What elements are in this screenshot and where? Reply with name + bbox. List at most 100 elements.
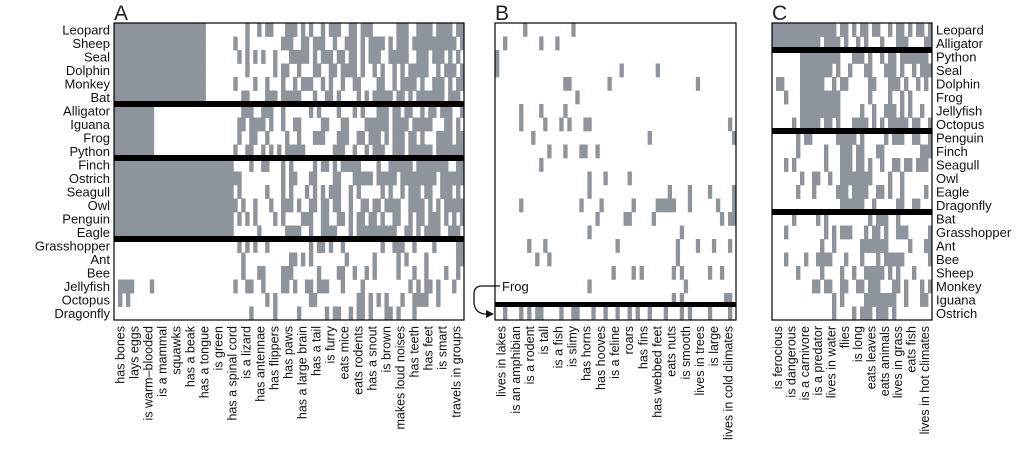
panel-a-cell-sheep: [193, 36, 198, 51]
panel-a-cell-dolphin: [448, 63, 453, 78]
panel-a-cell-ostrich: [289, 171, 294, 186]
panel-b-cell: [519, 117, 524, 132]
panel-a-cell-finch: [320, 158, 326, 172]
panel-a-cell-sheep: [245, 36, 250, 51]
panel-a-cell-python: [440, 144, 445, 159]
panel-b-col-label-lives-in-cold-climates: lives in cold climates: [721, 326, 735, 440]
panel-a-cell-monkey: [380, 77, 385, 91]
panel-a-cell-octopus: [376, 293, 381, 307]
panel-a-cell-ostrich: [400, 171, 405, 186]
panel-a-cell-ant: [308, 252, 314, 267]
panel-c-cell-grasshopper: [784, 225, 789, 240]
panel-a-cell-leopard: [161, 23, 167, 37]
panel-c-cell-octopus: [880, 117, 885, 132]
panel-a-cell-frog: [265, 131, 270, 145]
panel-a-cell-monkey: [197, 77, 202, 91]
panel-a-cell-finch: [400, 158, 405, 172]
panel-a-cell-eagle: [257, 225, 262, 240]
panel-a-cell-ostrich: [460, 171, 465, 186]
panel-c-cell-leopard: [792, 23, 797, 37]
panel-a-cell-eagle: [217, 225, 222, 240]
panel-a-cell-finch: [249, 158, 254, 172]
panel-c-cell-eagle: [836, 185, 841, 199]
panel-b-cell: [671, 293, 677, 307]
panel-b-cell: [707, 266, 713, 280]
panel-c-cell-leopard: [840, 23, 845, 37]
panel-a-cell-eagle: [145, 225, 151, 240]
panel-a-cell-octopus: [368, 293, 373, 307]
panel-c-cell-sheep: [872, 266, 877, 280]
panel-a-cell-iguana: [372, 117, 377, 132]
panel-a-cell-alligator: [141, 104, 147, 118]
panel-a-cell-seal: [201, 50, 206, 64]
panel-b-cell: [727, 306, 733, 321]
panel-a-cell-monkey: [145, 77, 151, 91]
panel-a-cell-sheep: [133, 36, 139, 51]
panel-c-col-label-is-a-predator: is a predator: [811, 326, 825, 395]
panel-a-cell-dolphin: [285, 63, 290, 78]
panel-a-cell-octopus: [416, 293, 421, 307]
panel-a-cell-finch: [312, 158, 318, 172]
panel-a-cell-dolphin: [416, 63, 421, 78]
panel-b-cell: [611, 266, 616, 280]
panel-a-cell-frog: [121, 131, 127, 145]
panel-a-cell-python: [436, 144, 441, 159]
panel-a-cell-eagle: [308, 225, 314, 240]
panel-a-cell-seal: [440, 50, 445, 64]
panel-a-cell-dolphin: [245, 63, 250, 78]
panel-c-cell-bee: [884, 252, 889, 267]
panel-c-cell-alligator: [880, 36, 885, 51]
panel-a-cell-python: [261, 144, 266, 159]
panel-a-cell-alligator: [241, 104, 246, 118]
panel-a-col-label-is-green: is green: [212, 326, 226, 371]
panel-a-cell-dolphin: [161, 63, 167, 78]
panel-c-cell-dragonfly: [856, 198, 861, 213]
panel-a-cell-finch: [205, 158, 210, 172]
panel-c-cell-python: [816, 50, 821, 64]
panel-c-cell-ant: [908, 239, 913, 253]
panel-c-row-label-frog: Frog: [936, 90, 963, 105]
panel-a-cell-bat: [245, 90, 250, 105]
panel-a-cell-sheep: [149, 36, 155, 51]
panel-c-cell-penguin: [848, 131, 853, 145]
panel-c-cell-alligator: [788, 36, 793, 51]
panel-a-cell-monkey: [352, 77, 358, 91]
panel-a-cell-finch: [344, 158, 350, 172]
panel-a-cell-python: [416, 144, 421, 159]
panel-c-cell-dolphin: [840, 77, 845, 91]
panel-a-cell-monkey: [121, 77, 127, 91]
panel-a-cell-dolphin: [117, 63, 123, 78]
panel-a-cell-owl: [233, 198, 238, 213]
panel-c-cell-leopard: [808, 23, 813, 37]
panel-a-cell-sheep: [129, 36, 135, 51]
panel-a-cell-grasshopper: [253, 239, 258, 253]
panel-c-cell-dolphin: [776, 77, 781, 91]
panel-a-cell-sheep: [316, 36, 322, 51]
panel-c-cell-bee: [824, 252, 829, 267]
panel-c-cell-leopard: [928, 23, 933, 37]
panel-c-cell-leopard: [788, 23, 793, 37]
panel-b-cell: [647, 131, 652, 145]
panel-a-cell-ostrich: [444, 171, 449, 186]
panel-a-cell-seagull: [312, 185, 318, 199]
panel-a-cell-bat: [265, 90, 270, 105]
panel-c-cell-python: [852, 50, 857, 64]
panel-c-cell-grasshopper: [824, 225, 829, 240]
panel-a-cell-eagle: [213, 225, 218, 240]
panel-a-cell-dolphin: [129, 63, 135, 78]
panel-a-cell-dragonfly: [249, 306, 254, 321]
panel-a-cell-iguana: [241, 117, 246, 132]
panel-a-cell-leopard: [121, 23, 127, 37]
panel-c-cell-leopard: [828, 23, 833, 37]
panel-a-cell-finch: [416, 158, 421, 172]
panel-a-cell-iguana: [129, 117, 135, 132]
panel-a-cell-seagull: [356, 185, 361, 199]
panel-a-cell-sheep: [169, 36, 175, 51]
panel-a-cell-dragonfly: [368, 306, 373, 321]
panel-a-cell-ostrich: [308, 171, 314, 186]
panel-a-cell-iguana: [324, 117, 330, 132]
panel-a-cell-owl: [213, 198, 218, 213]
panel-a-cell-monkey: [125, 77, 131, 91]
panel-a-cell-ostrich: [137, 171, 143, 186]
panel-c-cell-octopus: [904, 117, 909, 132]
